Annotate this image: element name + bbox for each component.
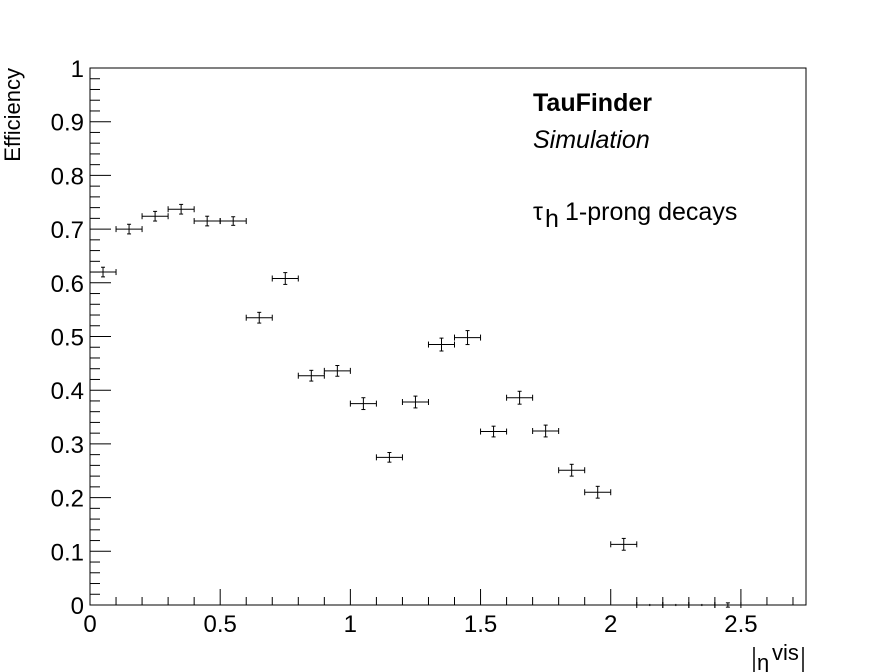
- x-tick-label: 1: [344, 611, 357, 638]
- data-point: [323, 364, 351, 377]
- data-point: [219, 216, 247, 226]
- data-point: [688, 602, 716, 608]
- annotation-tau-subscript: h: [545, 205, 559, 233]
- data-point: [271, 272, 299, 285]
- annotation-simulation: Simulation: [533, 126, 650, 154]
- y-tick-label: 0.7: [51, 217, 84, 244]
- y-tick-label: 0.5: [51, 325, 84, 352]
- annotation-taufinder: TauFinder: [533, 89, 652, 117]
- x-tick-label: 0.5: [203, 611, 236, 638]
- data-point: [401, 395, 429, 409]
- x-axis-ticks: [89, 589, 794, 605]
- x-axis-title: η vis: [753, 640, 804, 672]
- x-axis-title-symbol: η: [757, 650, 769, 672]
- y-axis-title: Efficiency: [0, 68, 25, 162]
- y-tick-labels: 0 0.1 0.2 0.3 0.4 0.5 0.6 0.7 0.8 0.9 1: [51, 56, 84, 620]
- y-tick-label: 0.2: [51, 486, 84, 513]
- data-point: [558, 463, 586, 477]
- y-axis-ticks: [90, 67, 111, 606]
- y-tick-label: 0.8: [51, 163, 84, 190]
- y-tick-label: 0.4: [51, 378, 84, 405]
- annotation-decay-mode: τ h 1-prong decays: [533, 198, 737, 233]
- data-point: [349, 397, 377, 411]
- y-tick-label: 0.6: [51, 271, 84, 298]
- data-point: [636, 602, 664, 608]
- y-tick-label: 0.1: [51, 539, 84, 566]
- data-point: [141, 210, 169, 222]
- data-point: [714, 602, 742, 608]
- data-point: [193, 215, 221, 227]
- annotation-decay-text: 1-prong decays: [565, 198, 737, 226]
- y-tick-label: 0: [71, 593, 84, 620]
- data-point: [89, 266, 117, 278]
- x-tick-label: 2: [604, 611, 617, 638]
- data-points: [89, 203, 742, 608]
- data-point: [375, 451, 403, 463]
- data-point: [245, 311, 273, 324]
- x-tick-label: 1.5: [464, 611, 497, 638]
- data-point: [454, 330, 482, 346]
- data-point: [115, 223, 143, 235]
- data-point: [662, 602, 690, 608]
- data-point: [584, 485, 612, 499]
- plot-frame: [89, 67, 807, 606]
- data-point: [480, 425, 508, 438]
- x-tick-label: 0: [83, 611, 96, 638]
- data-point: [532, 424, 560, 438]
- x-tick-labels: 0 0.5 1 1.5 2 2.5: [83, 611, 757, 638]
- data-point: [506, 390, 534, 405]
- data-point: [297, 369, 325, 382]
- y-tick-label: 0.9: [51, 110, 84, 137]
- data-point: [427, 337, 456, 352]
- data-point: [167, 203, 195, 215]
- data-point: [610, 537, 638, 551]
- x-tick-label: 2.5: [724, 611, 757, 638]
- x-axis-title-superscript: vis: [772, 640, 799, 665]
- y-tick-label: 1: [71, 56, 84, 83]
- annotation-tau-symbol: τ: [533, 198, 543, 226]
- y-tick-label: 0.3: [51, 432, 84, 459]
